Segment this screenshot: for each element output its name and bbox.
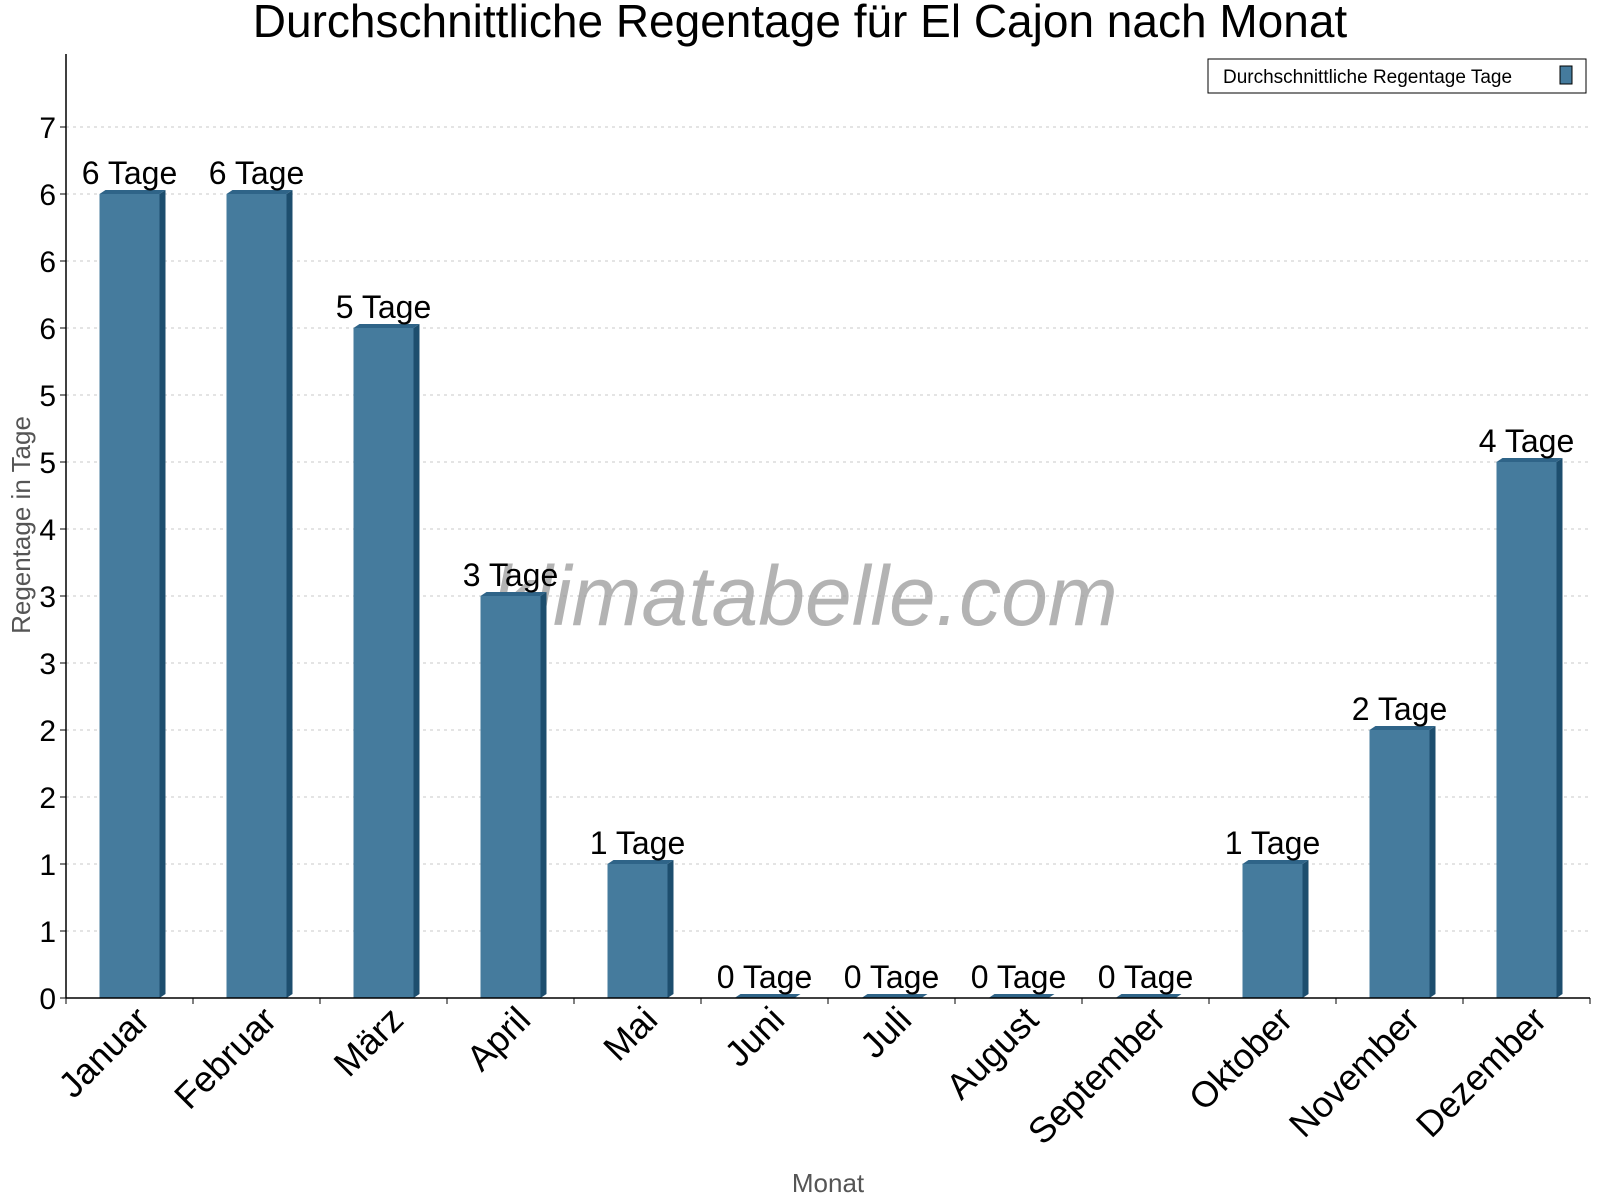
bar	[861, 994, 928, 998]
y-tick-label: 7	[39, 112, 56, 145]
y-tick-label: 5	[39, 447, 56, 480]
bar	[1115, 994, 1182, 998]
legend: Durchschnittliche Regentage Tage	[1207, 58, 1587, 94]
y-tick-label: 5	[39, 380, 56, 413]
bar-face	[99, 194, 160, 998]
grid-lines	[66, 126, 1590, 932]
data-label: 1 Tage	[1225, 825, 1321, 861]
y-tick-label: 6	[39, 246, 56, 279]
bar	[988, 994, 1055, 998]
x-tick-label: Mai	[595, 999, 665, 1069]
y-tick-label: 0	[39, 983, 56, 1016]
bar	[1496, 458, 1563, 998]
x-tick-label: August	[938, 999, 1046, 1107]
y-tick-label: 6	[39, 179, 56, 212]
y-tick-label: 1	[39, 916, 56, 949]
watermark: klimatabelle.com	[492, 549, 1118, 643]
bar-side	[413, 324, 420, 998]
bar-top	[1115, 994, 1182, 998]
data-labels: 6 Tage 6 Tage 5 Tage 3 Tage 1 Tage 0 Tage 0 Ta…	[82, 155, 1575, 995]
x-tick-label: April	[458, 999, 538, 1079]
bar-top	[861, 994, 928, 998]
bar-top	[1496, 458, 1563, 462]
y-tick-label: 3	[39, 648, 56, 681]
x-tick-label: Juni	[716, 999, 792, 1075]
data-label: 1 Tage	[590, 825, 686, 861]
y-tick-label: 2	[39, 715, 56, 748]
bar-face	[226, 194, 287, 998]
chart-title: Durchschnittliche Regentage für El Cajon…	[253, 0, 1348, 47]
bars	[99, 190, 1563, 998]
data-label: 5 Tage	[336, 289, 432, 325]
bar	[1369, 726, 1436, 998]
bar-top	[1369, 726, 1436, 730]
y-tick-label: 4	[39, 514, 56, 547]
x-tick-label: März	[326, 999, 412, 1085]
bar-side	[159, 190, 166, 998]
bar	[480, 592, 547, 998]
data-label: 6 Tage	[209, 155, 305, 191]
y-tick-label: 3	[39, 581, 56, 614]
x-tick-label: Dezember	[1408, 999, 1554, 1145]
bar-face	[1496, 462, 1557, 998]
data-label: 2 Tage	[1352, 691, 1448, 727]
x-tick-label: Juli	[852, 999, 919, 1066]
bar-side	[286, 190, 293, 998]
legend-box	[1207, 58, 1587, 94]
y-axis-label: Regentage in Tage	[6, 416, 36, 634]
bar-face	[480, 596, 541, 998]
bar-top	[607, 860, 674, 864]
data-label: 4 Tage	[1479, 423, 1575, 459]
bar-top	[1242, 860, 1309, 864]
data-label: 0 Tage	[971, 959, 1067, 995]
bar	[99, 190, 166, 998]
x-tick-label: September	[1020, 999, 1174, 1153]
bar-top	[988, 994, 1055, 998]
bar	[353, 324, 420, 998]
data-label: 0 Tage	[844, 959, 940, 995]
bar-face	[1242, 864, 1303, 998]
bar	[607, 860, 674, 998]
bar-side	[1556, 458, 1563, 998]
bar-top	[353, 324, 420, 328]
data-label: 0 Tage	[717, 959, 813, 995]
legend-entry-label: Durchschnittliche Regentage Tage	[1223, 67, 1512, 88]
bar	[226, 190, 293, 998]
bar-side	[1429, 726, 1436, 998]
y-tick-label: 2	[39, 782, 56, 815]
y-tick-label: 1	[39, 849, 56, 882]
x-tick-label: Januar	[50, 999, 157, 1106]
bar-face	[1369, 730, 1430, 998]
bar-top	[480, 592, 547, 596]
bar	[1242, 860, 1309, 998]
x-tick-label: Februar	[166, 999, 284, 1117]
x-axis-label: Monat	[792, 1168, 865, 1198]
bar-top	[734, 994, 801, 998]
data-label: 0 Tage	[1098, 959, 1194, 995]
bar-side	[540, 592, 547, 998]
data-label: 3 Tage	[463, 557, 559, 593]
bar-side	[1302, 860, 1309, 998]
bar-top	[99, 190, 166, 194]
x-tick-label: Oktober	[1181, 999, 1301, 1119]
bar-face	[353, 328, 414, 998]
bar	[734, 994, 801, 998]
bar-top	[226, 190, 293, 194]
x-tick-label: November	[1281, 999, 1427, 1145]
y-tick-label: 6	[39, 313, 56, 346]
bar-side	[667, 860, 674, 998]
data-label: 6 Tage	[82, 155, 178, 191]
legend-swatch	[1559, 65, 1573, 85]
axes	[60, 54, 1591, 1004]
bar-face	[607, 864, 668, 998]
